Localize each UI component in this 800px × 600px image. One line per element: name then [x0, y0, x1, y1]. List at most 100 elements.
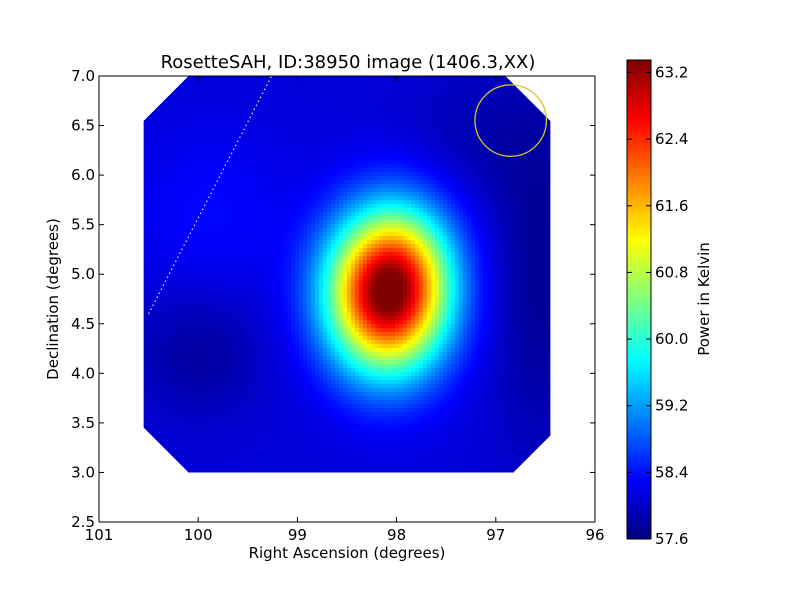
- heatmap-cell: [303, 84, 308, 89]
- heatmap-cell: [471, 200, 476, 205]
- heatmap-cell: [335, 200, 340, 205]
- heatmap-cell: [431, 168, 436, 173]
- heatmap-cell: [407, 92, 412, 97]
- heatmap-cell: [391, 144, 396, 149]
- heatmap-cell: [235, 188, 240, 193]
- heatmap-cell: [171, 148, 176, 153]
- heatmap-cell: [259, 180, 264, 185]
- heatmap-cell: [387, 136, 392, 141]
- heatmap-cell: [151, 112, 156, 117]
- heatmap-cell: [183, 108, 188, 113]
- heatmap-cell: [171, 240, 176, 245]
- heatmap-cell: [291, 120, 296, 125]
- heatmap-cell: [171, 184, 176, 189]
- heatmap-cell: [447, 148, 452, 153]
- heatmap-cell: [175, 240, 180, 245]
- heatmap-cell: [239, 80, 244, 85]
- heatmap-cell: [271, 220, 276, 225]
- heatmap-cell: [239, 160, 244, 165]
- heatmap-cell: [391, 168, 396, 173]
- heatmap-cell: [335, 156, 340, 161]
- heatmap-cell: [531, 216, 536, 221]
- heatmap-cell: [267, 164, 272, 169]
- heatmap-cell: [187, 100, 192, 105]
- heatmap-cell: [447, 172, 452, 177]
- heatmap-cell: [543, 116, 548, 121]
- heatmap-cell: [379, 248, 384, 253]
- heatmap-cell: [471, 76, 476, 81]
- heatmap-cell: [523, 116, 528, 121]
- heatmap-cell: [263, 156, 268, 161]
- heatmap-cell: [451, 100, 456, 105]
- heatmap-cell: [259, 160, 264, 165]
- heatmap-cell: [435, 76, 440, 81]
- heatmap-cell: [315, 152, 320, 157]
- heatmap-cell: [247, 208, 252, 213]
- heatmap-cell: [319, 120, 324, 125]
- heatmap-cell: [183, 92, 188, 97]
- heatmap-cell: [195, 204, 200, 209]
- heatmap-cell: [167, 260, 172, 265]
- heatmap-cell: [211, 164, 216, 169]
- heatmap-cell: [515, 88, 520, 93]
- heatmap-cell: [323, 80, 328, 85]
- heatmap-cell: [315, 76, 320, 81]
- heatmap-cell: [287, 264, 292, 269]
- heatmap-cell: [315, 216, 320, 221]
- heatmap-cell: [363, 204, 368, 209]
- heatmap-cell: [427, 92, 432, 97]
- heatmap-cell: [455, 104, 460, 109]
- heatmap-cell: [391, 220, 396, 225]
- heatmap-cell: [319, 188, 324, 193]
- heatmap-cell: [311, 244, 316, 249]
- heatmap-cell: [359, 76, 364, 81]
- heatmap-cell: [175, 148, 180, 153]
- heatmap-cell: [263, 144, 268, 149]
- heatmap-cell: [463, 80, 468, 85]
- heatmap-cell: [419, 232, 424, 237]
- heatmap-cell: [171, 112, 176, 117]
- heatmap-cell: [403, 160, 408, 165]
- heatmap-cell: [435, 120, 440, 125]
- heatmap-cell: [315, 104, 320, 109]
- heatmap-cell: [231, 204, 236, 209]
- heatmap-cell: [475, 128, 480, 133]
- heatmap-cell: [319, 172, 324, 177]
- heatmap-cell: [155, 188, 160, 193]
- heatmap-cell: [187, 252, 192, 257]
- heatmap-cell: [415, 220, 420, 225]
- heatmap-cell: [415, 136, 420, 141]
- heatmap-cell: [319, 260, 324, 265]
- heatmap-cell: [447, 264, 452, 269]
- heatmap-cell: [483, 76, 488, 81]
- heatmap-cell: [531, 132, 536, 137]
- heatmap-cell: [243, 180, 248, 185]
- heatmap-cell: [219, 260, 224, 265]
- heatmap-cell: [459, 224, 464, 229]
- heatmap-cell: [287, 172, 292, 177]
- heatmap-cell: [243, 112, 248, 117]
- heatmap-cell: [315, 80, 320, 85]
- heatmap-cell: [511, 144, 516, 149]
- heatmap-cell: [499, 152, 504, 157]
- heatmap-cell: [383, 180, 388, 185]
- heatmap-cell: [387, 244, 392, 249]
- heatmap-cell: [415, 152, 420, 157]
- heatmap-cell: [431, 236, 436, 241]
- heatmap-cell: [235, 232, 240, 237]
- heatmap-cell: [207, 136, 212, 141]
- heatmap-cell: [239, 84, 244, 89]
- heatmap-cell: [187, 260, 192, 265]
- heatmap-cell: [471, 112, 476, 117]
- heatmap-cell: [435, 160, 440, 165]
- heatmap-cell: [235, 260, 240, 265]
- heatmap-cell: [355, 100, 360, 105]
- heatmap-cell: [167, 208, 172, 213]
- heatmap-cell: [235, 244, 240, 249]
- heatmap-cell: [495, 104, 500, 109]
- heatmap-cell: [183, 180, 188, 185]
- heatmap-cell: [427, 244, 432, 249]
- heatmap-cell: [287, 208, 292, 213]
- heatmap-cell: [251, 228, 256, 233]
- heatmap-cell: [387, 260, 392, 265]
